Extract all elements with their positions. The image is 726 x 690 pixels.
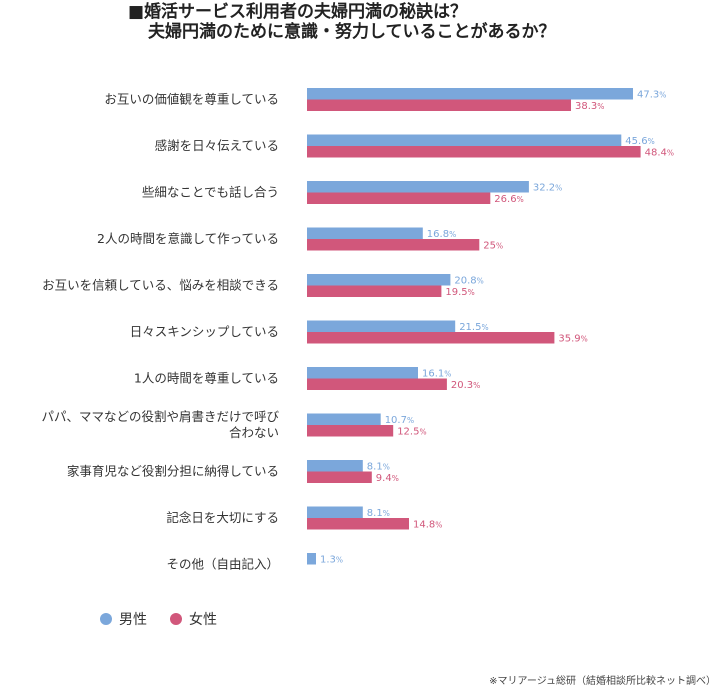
legend-swatch-male <box>100 613 112 625</box>
chart-title-line-2: 夫婦円満のために意識・努力していることがあるか？ <box>148 22 556 42</box>
value-unit: % <box>444 370 451 379</box>
value-label-female: 48.4% <box>645 148 674 159</box>
bar-female <box>307 471 372 483</box>
category-label: お互いの価値観を尊重している <box>104 92 279 107</box>
category-label-line: 家事育児など役割分担に納得している <box>67 464 279 479</box>
legend-label-female: 女性 <box>189 612 217 628</box>
value-label-male: 32.2% <box>533 183 562 194</box>
value-label-male: 8.1% <box>367 462 390 473</box>
bar-male <box>307 413 381 425</box>
value-unit: % <box>555 184 562 193</box>
value-unit: % <box>392 474 399 483</box>
footnote: ※マリアージュ総研（結婚相談所比較ネット調べ） <box>489 676 716 687</box>
value-unit: % <box>383 463 390 472</box>
value-label-male: 20.8% <box>454 276 483 287</box>
value-unit: % <box>473 381 480 390</box>
bar-female <box>307 239 480 251</box>
legend-label-male: 男性 <box>119 612 147 628</box>
value-label-female: 12.5% <box>397 427 426 438</box>
bar-female <box>307 518 409 530</box>
category-label-line: お互いを信頼している、悩みを相談できる <box>42 278 279 293</box>
value-unit: % <box>581 335 588 344</box>
value-unit: % <box>477 277 484 286</box>
category-label-line: パパ、ママなどの役割や肩書きだけで呼び <box>41 409 279 424</box>
category-label: 記念日を大切にする <box>166 510 279 525</box>
category-label: 些細なことでも話し合う <box>142 185 279 200</box>
legend-item-male: 男性 <box>100 609 147 629</box>
bar-male <box>307 227 423 239</box>
value-unit: % <box>597 102 604 111</box>
value-unit: % <box>496 242 503 251</box>
value-unit: % <box>449 230 456 239</box>
category-label: 感謝を日々伝えている <box>155 138 279 153</box>
bar-male <box>307 274 451 286</box>
value-unit: % <box>419 428 426 437</box>
category-label-line: 記念日を大切にする <box>166 510 279 525</box>
chart-title: ■婚活サービス利用者の夫婦円満の秘訣は？ 夫婦円満のために意識・努力していること… <box>128 2 556 42</box>
value-unit: % <box>383 509 390 518</box>
category-label-line: 感謝を日々伝えている <box>155 138 279 153</box>
legend-swatch-female <box>170 613 182 625</box>
category-label-line: 1人の時間を尊重している <box>134 371 279 386</box>
bar-male <box>307 367 418 379</box>
bar-female <box>307 146 641 158</box>
value-unit: % <box>435 521 442 530</box>
value-label-male: 47.3% <box>637 90 666 101</box>
value-unit: % <box>659 91 666 100</box>
category-label: 2人の時間を意識して作っている <box>97 231 279 246</box>
bar-female <box>307 378 447 390</box>
bar-male <box>307 506 363 518</box>
value-label-male: 1.3% <box>320 555 343 566</box>
value-label-female: 35.9% <box>558 334 587 345</box>
value-unit: % <box>517 195 524 204</box>
category-label: 家事育児など役割分担に納得している <box>67 464 279 479</box>
bar-male <box>307 181 529 193</box>
legend-item-female: 女性 <box>170 609 217 629</box>
category-label-line: 2人の時間を意識して作っている <box>97 231 279 246</box>
bar-male <box>307 134 622 146</box>
category-label: パパ、ママなどの役割や肩書きだけで呼び合わない <box>41 409 279 440</box>
value-label-female: 9.4% <box>376 473 399 484</box>
value-label-male: 45.6% <box>625 136 654 147</box>
value-label-male: 10.7% <box>385 415 414 426</box>
value-unit: % <box>407 416 414 425</box>
value-unit: % <box>481 323 488 332</box>
bar-male <box>307 553 316 565</box>
bar-female <box>307 425 394 437</box>
category-label-line: 些細なことでも話し合う <box>142 185 279 200</box>
bar-female <box>307 285 442 297</box>
category-label-line: その他（自由記入） <box>166 557 279 572</box>
value-unit: % <box>667 149 674 158</box>
value-label-female: 26.6% <box>494 194 523 205</box>
bar-female <box>307 99 571 111</box>
bar-male <box>307 460 363 472</box>
category-label: 1人の時間を尊重している <box>134 371 279 386</box>
value-label-female: 38.3% <box>575 101 604 112</box>
value-label-male: 16.1% <box>422 369 451 380</box>
value-label-male: 8.1% <box>367 508 390 519</box>
bar-female <box>307 192 491 204</box>
value-label-male: 21.5% <box>459 322 488 333</box>
value-label-male: 16.8% <box>427 229 456 240</box>
value-label-female: 14.8% <box>413 520 442 531</box>
value-label-female: 20.3% <box>451 380 480 391</box>
category-label-line: 合わない <box>229 425 279 440</box>
category-label-line: 日々スキンシップしている <box>130 324 279 339</box>
value-unit: % <box>336 556 343 565</box>
bar-chart: お互いの価値観を尊重している 47.3% 38.3% 感謝を日々伝えている 45.6%4… <box>41 88 674 572</box>
bar-male <box>307 88 633 100</box>
category-label: お互いを信頼している、悩みを相談できる <box>42 278 279 293</box>
bar-female <box>307 332 555 344</box>
value-unit: % <box>468 288 475 297</box>
chart-title-line-1: ■婚活サービス利用者の夫婦円満の秘訣は？ <box>128 2 468 22</box>
category-label: その他（自由記入） <box>166 557 279 572</box>
category-label: 日々スキンシップしている <box>130 324 279 339</box>
value-unit: % <box>648 137 655 146</box>
bar-male <box>307 320 456 332</box>
value-label-female: 19.5% <box>445 287 474 298</box>
value-label-female: 25% <box>483 241 503 252</box>
category-label-line: お互いの価値観を尊重している <box>104 92 279 107</box>
